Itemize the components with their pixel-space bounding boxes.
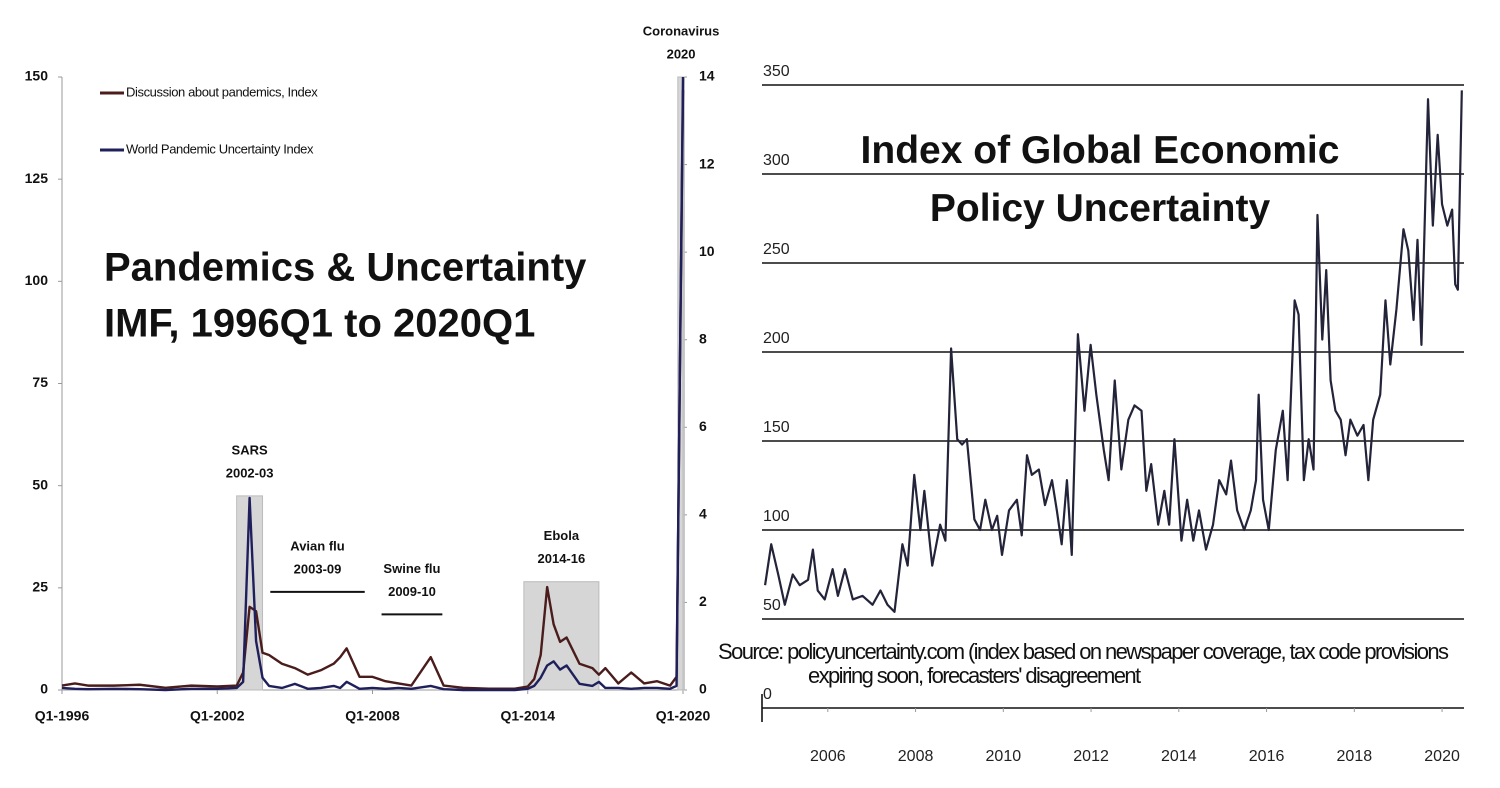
data-line xyxy=(763,90,1463,613)
x-tick-label: 2014 xyxy=(1161,748,1197,765)
legend-label: Discussion about pandemics, Index xyxy=(126,84,318,99)
x-tick-label: 2020 xyxy=(1424,748,1460,765)
y2-tick-label: 6 xyxy=(699,418,707,434)
highlight-band xyxy=(677,76,685,691)
y2-tick-label: 8 xyxy=(699,330,707,346)
chart-title: Pandemics & Uncertainty xyxy=(104,246,587,290)
y-tick-label: 150 xyxy=(25,68,49,84)
y-tick-label: 300 xyxy=(763,152,790,169)
annotation-label: Coronavirus xyxy=(643,23,720,38)
y2-tick-label: 14 xyxy=(699,68,715,84)
y-tick-label: 250 xyxy=(763,241,790,258)
y-tick-label: 125 xyxy=(25,170,49,186)
x-tick-label: Q1-2008 xyxy=(345,708,400,724)
annotation-label: SARS xyxy=(232,442,268,457)
annotation-label: Avian flu xyxy=(290,538,344,553)
chart-subtitle: IMF, 1996Q1 to 2020Q1 xyxy=(104,302,535,346)
y2-tick-label: 0 xyxy=(699,681,707,697)
annotation-period: 2009-10 xyxy=(388,584,436,599)
y-tick-label: 75 xyxy=(32,374,48,390)
annotation-label: Ebola xyxy=(544,528,580,543)
annotation-period: 2014-16 xyxy=(538,551,586,566)
data-line xyxy=(61,76,685,692)
source-note: Source: policyuncertainty.com (index bas… xyxy=(718,639,1449,688)
y-tick-label: 350 xyxy=(763,63,790,80)
chart-title: Index of Global Economic Policy Uncertai… xyxy=(860,129,1340,230)
x-tick-label: Q1-2014 xyxy=(501,708,556,724)
annotation-period: 2003-09 xyxy=(294,561,342,576)
x-tick-label: 2012 xyxy=(1073,748,1109,765)
x-tick-label: 2016 xyxy=(1249,748,1285,765)
y-tick-label: 100 xyxy=(25,272,49,288)
x-tick-label: 2018 xyxy=(1337,748,1373,765)
data-line xyxy=(61,90,685,690)
y2-tick-label: 12 xyxy=(699,155,715,171)
x-tick-label: Q1-2020 xyxy=(656,708,711,724)
y2-tick-label: 4 xyxy=(699,506,707,522)
annotation-period: 2002-03 xyxy=(226,465,274,480)
annotation-period: 2020 xyxy=(667,46,696,61)
y-tick-label: 50 xyxy=(763,597,781,614)
x-tick-label: 2010 xyxy=(986,748,1022,765)
y2-tick-label: 2 xyxy=(699,593,707,609)
y-tick-label: 200 xyxy=(763,330,790,347)
x-tick-label: Q1-1996 xyxy=(35,708,90,724)
legend-label: World Pandemic Uncertainty Index xyxy=(126,141,314,156)
x-tick-label: Q1-2002 xyxy=(190,708,245,724)
y-tick-label: 100 xyxy=(763,508,790,525)
x-tick-label: 2008 xyxy=(898,748,934,765)
y-tick-label: 0 xyxy=(40,681,48,697)
y-tick-label: 0 xyxy=(763,686,772,703)
x-tick-label: 2006 xyxy=(810,748,846,765)
y-tick-label: 25 xyxy=(32,579,48,595)
y-tick-label: 50 xyxy=(32,476,48,492)
y-tick-label: 150 xyxy=(763,419,790,436)
y2-tick-label: 10 xyxy=(699,243,715,259)
annotation-label: Swine flu xyxy=(383,561,440,576)
